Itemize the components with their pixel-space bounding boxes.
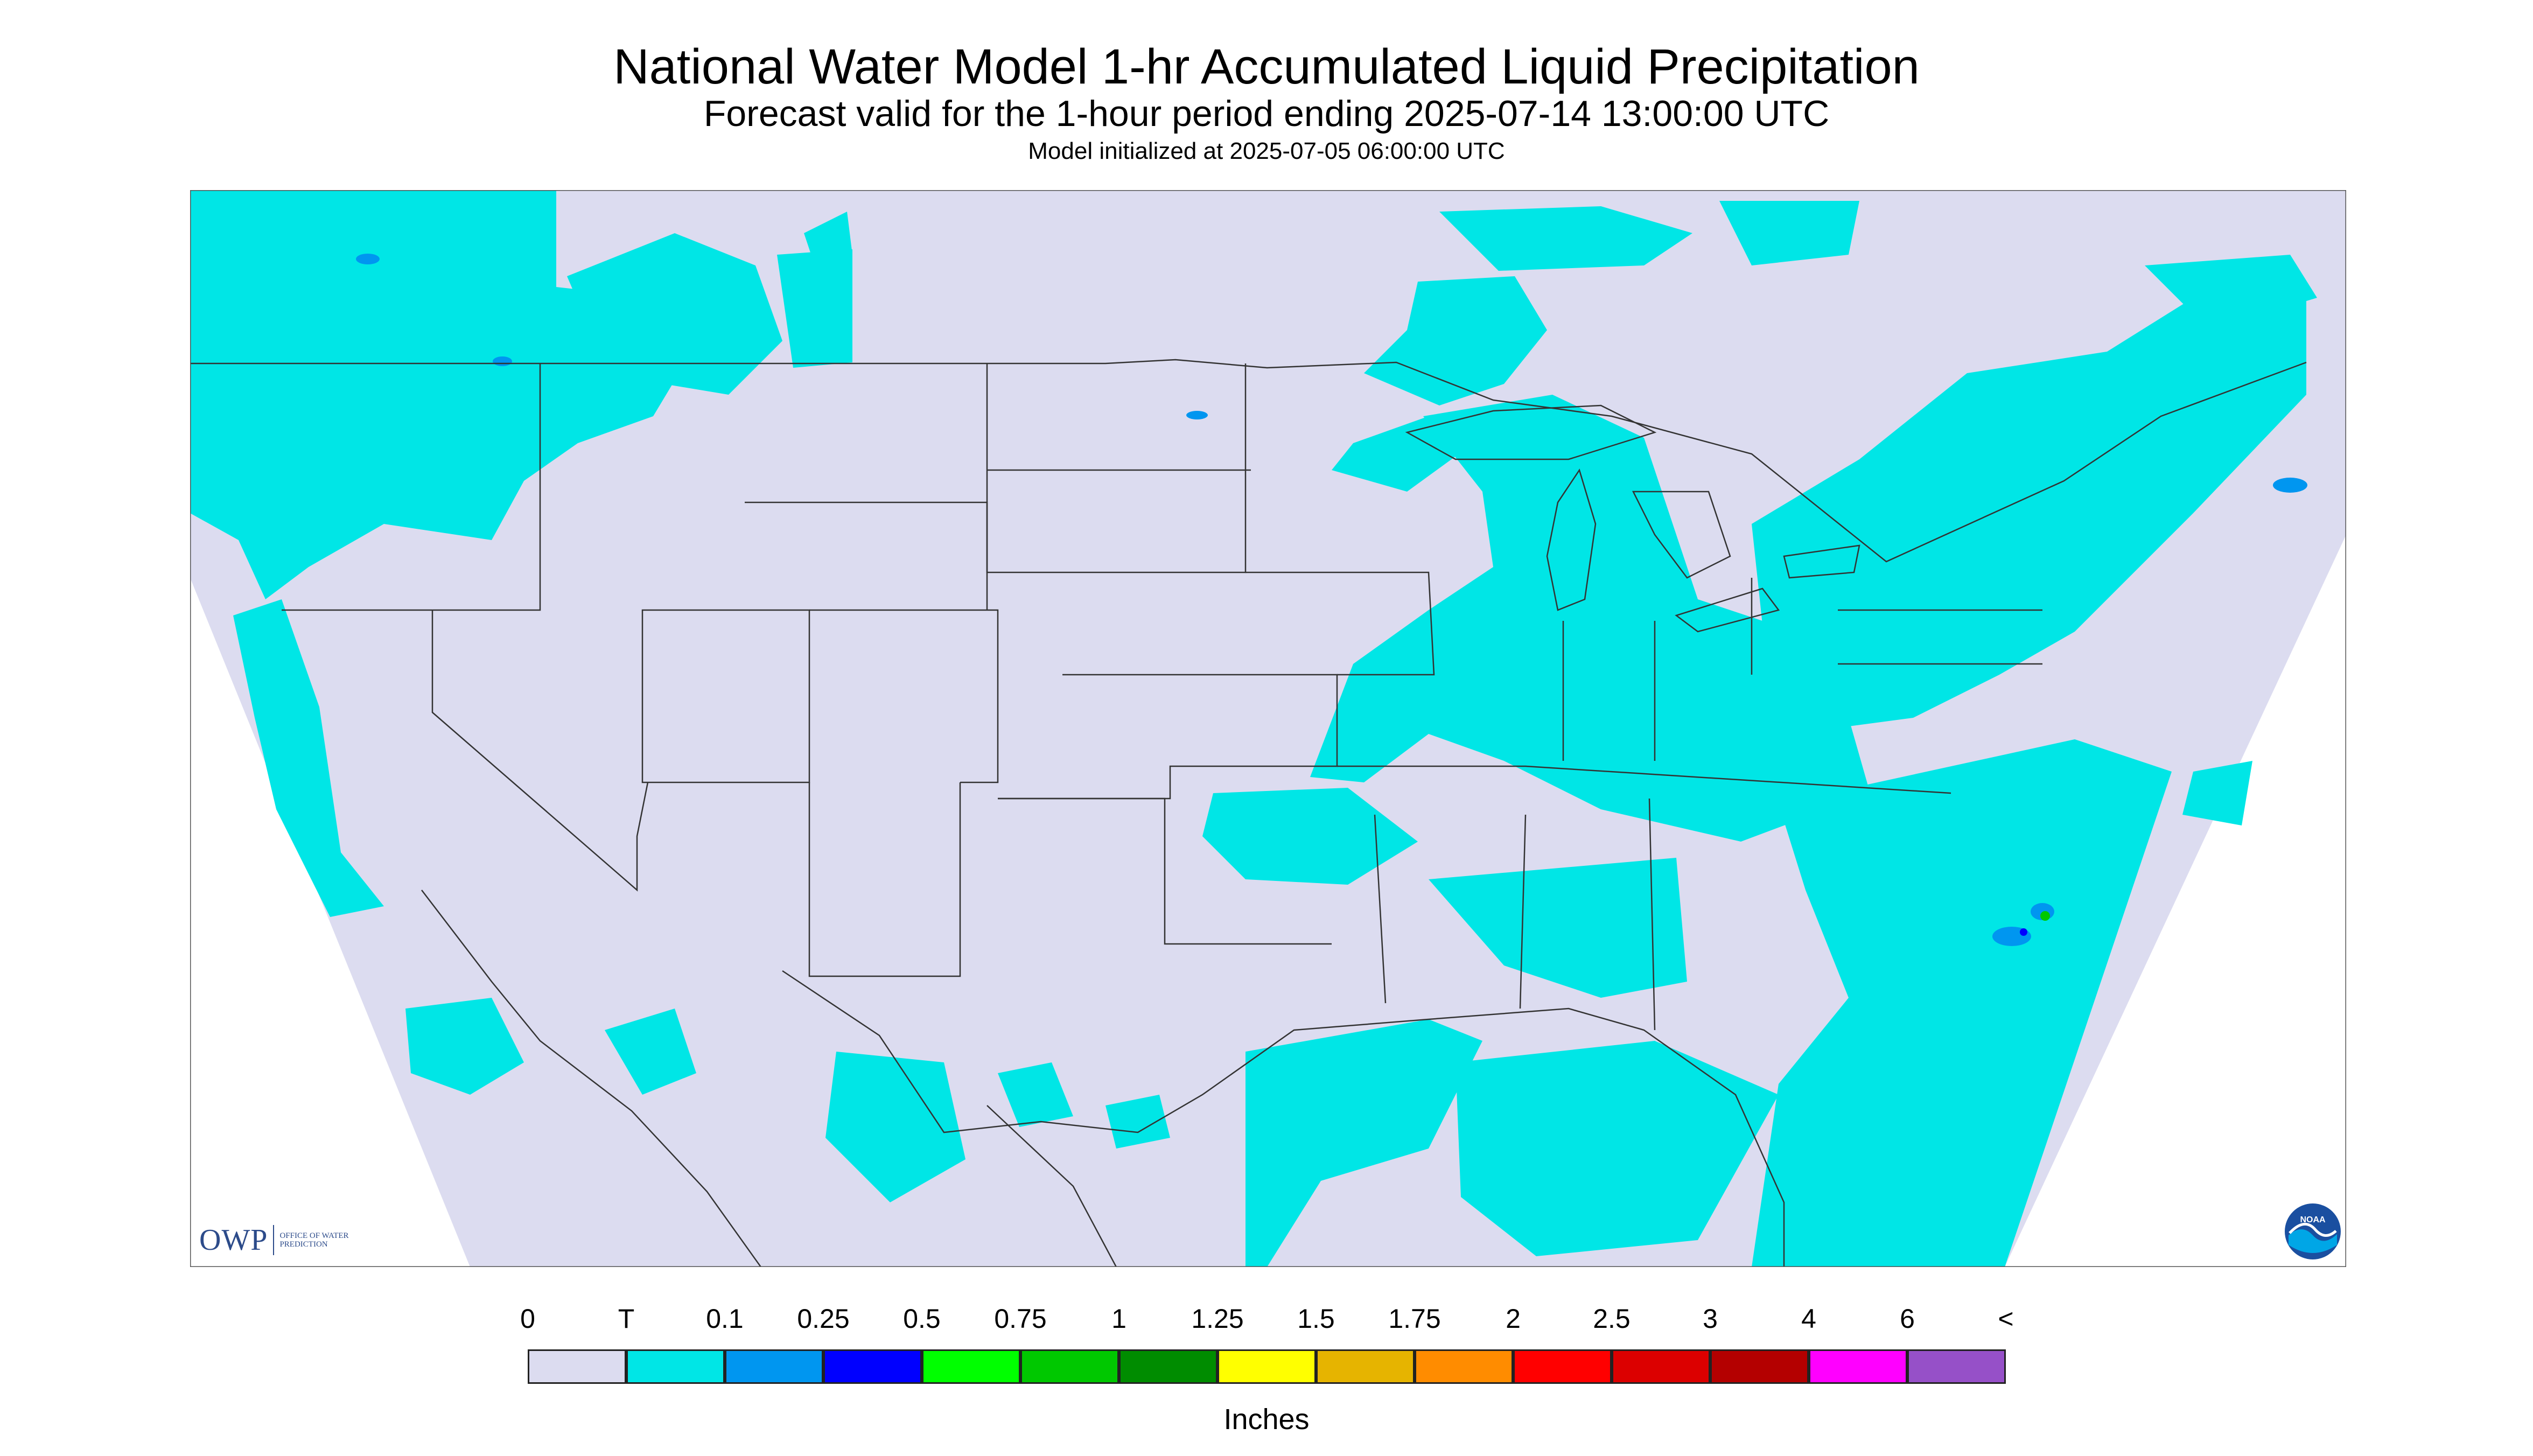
- legend-tick-label: 4: [1801, 1304, 1816, 1334]
- legend-tick-label: 0.25: [797, 1304, 850, 1334]
- legend-tick-label: 0.1: [706, 1304, 744, 1334]
- legend-swatch: [626, 1349, 725, 1384]
- legend-tick-label: 2.5: [1593, 1304, 1631, 1334]
- great-lake-huron: [1632, 491, 1731, 579]
- precip-area: [998, 1062, 1073, 1127]
- precip-area: [1752, 298, 2306, 729]
- legend-tick-label: <: [1998, 1304, 2014, 1334]
- legend-swatch: [922, 1349, 1020, 1384]
- precip-area: [190, 190, 702, 599]
- legend-swatch: [1809, 1349, 1907, 1384]
- precip-area: [804, 212, 852, 265]
- legend-units: Inches: [1223, 1403, 1310, 1436]
- precip-area: [1719, 201, 1859, 265]
- precip-area: [1105, 1095, 1170, 1149]
- owp-logo-subtext: OFFICE OF WATER PREDICTION: [279, 1231, 349, 1249]
- moderate-precip-spot: [2020, 911, 2050, 936]
- state-line: [1562, 578, 1753, 761]
- owp-logo-text: OWP: [199, 1223, 268, 1257]
- owp-logo-divider: [273, 1225, 275, 1255]
- great-lake-ontario: [1783, 544, 1860, 579]
- state-line: [1245, 571, 1435, 676]
- precip-spot: [2040, 911, 2050, 921]
- legend-swatch: [1710, 1349, 1809, 1384]
- state-line: [282, 363, 541, 611]
- precip-area: [777, 249, 852, 368]
- precip-spot: [493, 356, 512, 366]
- legend-swatch: [725, 1349, 823, 1384]
- precip-area: [1456, 1041, 1779, 1256]
- precip-area: [1332, 416, 1466, 492]
- precip-area: [1752, 739, 2172, 1267]
- state-line: [431, 610, 649, 892]
- legend-swatch: [1513, 1349, 1612, 1384]
- legend-tick-label: 1.25: [1191, 1304, 1244, 1334]
- state-line: [1838, 609, 2042, 665]
- legend-swatch: [1217, 1349, 1316, 1384]
- legend-tick-label: 2: [1506, 1304, 1521, 1334]
- legend-swatch: [1907, 1349, 2006, 1384]
- legend-tick-label: 6: [1900, 1304, 1915, 1334]
- legend-swatch: [1020, 1349, 1119, 1384]
- precip-area: [2182, 761, 2252, 825]
- legend-swatch: [823, 1349, 922, 1384]
- legend-swatch: [1119, 1349, 1217, 1384]
- noaa-logo-icon: NOAA: [2285, 1203, 2341, 1259]
- precip-area: [1364, 276, 1547, 405]
- legend-tick-label: 1.75: [1388, 1304, 1441, 1334]
- great-lake-superior: [1405, 404, 1657, 460]
- precipitation-map: [190, 190, 2346, 1267]
- state-line: [998, 797, 1332, 945]
- noaa-logo-text: NOAA: [2300, 1215, 2326, 1224]
- state-boundaries: [190, 359, 2307, 1267]
- precip-area: [1202, 788, 1418, 885]
- state-line: [809, 609, 999, 783]
- state-line: [808, 782, 961, 977]
- legend-swatch: [1612, 1349, 1710, 1384]
- precip-area: [1439, 206, 1692, 271]
- precip-area: [1310, 395, 1870, 842]
- great-lake-erie: [1675, 587, 1780, 633]
- precip-area: [405, 998, 524, 1095]
- trace-precip-areas: [190, 190, 2317, 1267]
- map-subtitle: Forecast valid for the 1-hour period end…: [703, 93, 1830, 134]
- precip-spot: [2020, 928, 2027, 936]
- precip-spot: [2273, 478, 2307, 493]
- precip-spot: [356, 254, 380, 264]
- mexico-coast: [986, 1105, 1117, 1267]
- state-line: [986, 363, 1247, 573]
- owp-logo: OWP OFFICE OF WATER PREDICTION: [199, 1221, 355, 1259]
- legend-swatch: [1415, 1349, 1513, 1384]
- precip-area: [825, 1052, 965, 1202]
- precip-area: [1245, 1019, 1482, 1267]
- legend-tick-label: 1.5: [1297, 1304, 1335, 1334]
- legend-swatch: [528, 1349, 626, 1384]
- legend-tick-label: 3: [1703, 1304, 1718, 1334]
- state-line: [782, 970, 1785, 1267]
- state-line: [1374, 798, 1656, 1031]
- legend-tick-label: 0.5: [903, 1304, 941, 1334]
- legend-tick-label: 1: [1111, 1304, 1126, 1334]
- legend-tick-label: 0.75: [994, 1304, 1047, 1334]
- legend-tick-label: T: [618, 1304, 635, 1334]
- precip-area: [567, 233, 782, 395]
- great-lake-michigan: [1546, 468, 1597, 611]
- init-time: Model initialized at 2025-07-05 06:00:00…: [1028, 138, 1505, 164]
- legend-tick-label: 0: [520, 1304, 535, 1334]
- state-line: [1337, 765, 1951, 794]
- model-domain: [190, 190, 2346, 1267]
- precip-spot: [1186, 411, 1208, 419]
- precip-area: [233, 599, 384, 917]
- precip-area: [1429, 858, 1687, 998]
- map-title: National Water Model 1-hr Accumulated Li…: [613, 39, 1920, 94]
- mexico-coast: [421, 890, 762, 1267]
- precip-area: [2145, 255, 2317, 330]
- legend-swatch: [1316, 1349, 1415, 1384]
- precip-area: [605, 1009, 696, 1095]
